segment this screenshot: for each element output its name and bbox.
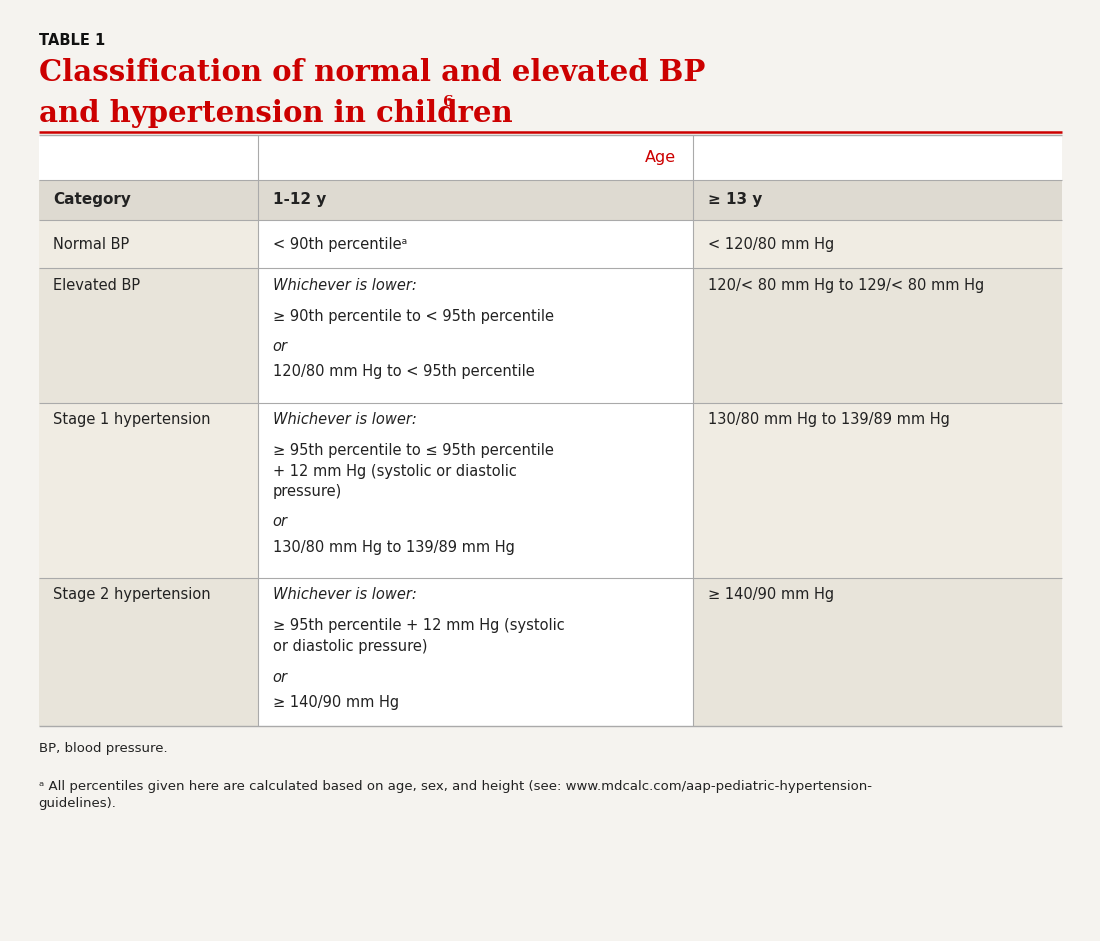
Text: Age: Age: [645, 150, 675, 165]
Text: 1-12 y: 1-12 y: [273, 193, 326, 207]
Bar: [693, 578, 1062, 726]
Text: ≥ 95th percentile to ≤ 95th percentile
+ 12 mm Hg (systolic or diastolic
pressur: ≥ 95th percentile to ≤ 95th percentile +…: [273, 443, 553, 499]
Text: Elevated BP: Elevated BP: [53, 278, 140, 293]
Bar: [693, 220, 1062, 268]
Text: 130/80 mm Hg to 139/89 mm Hg: 130/80 mm Hg to 139/89 mm Hg: [273, 540, 515, 555]
Text: or: or: [273, 514, 288, 529]
Text: Whichever is lower:: Whichever is lower:: [273, 587, 417, 602]
Text: 6: 6: [443, 95, 454, 109]
Text: Classification of normal and elevated BP: Classification of normal and elevated BP: [39, 58, 705, 88]
Text: or: or: [273, 339, 288, 354]
Text: BP, blood pressure.: BP, blood pressure.: [39, 742, 167, 756]
Bar: [258, 403, 693, 578]
Text: TABLE 1: TABLE 1: [39, 33, 104, 48]
Bar: [693, 268, 1062, 403]
Text: or: or: [273, 670, 288, 685]
Text: and hypertension in children: and hypertension in children: [39, 99, 513, 128]
Text: ≥ 95th percentile + 12 mm Hg (systolic
or diastolic pressure): ≥ 95th percentile + 12 mm Hg (systolic o…: [273, 618, 564, 654]
Text: < 120/80 mm Hg: < 120/80 mm Hg: [707, 237, 834, 251]
Text: ᵃ All percentiles given here are calculated based on age, sex, and height (see: : ᵃ All percentiles given here are calcula…: [39, 780, 871, 810]
Bar: [39, 135, 1062, 180]
Text: ≥ 140/90 mm Hg: ≥ 140/90 mm Hg: [273, 695, 399, 710]
Text: Stage 1 hypertension: Stage 1 hypertension: [53, 412, 210, 427]
Text: Stage 2 hypertension: Stage 2 hypertension: [53, 587, 210, 602]
Bar: [258, 220, 693, 268]
Text: ≥ 13 y: ≥ 13 y: [707, 193, 762, 207]
Bar: [693, 403, 1062, 578]
Text: 120/80 mm Hg to < 95th percentile: 120/80 mm Hg to < 95th percentile: [273, 364, 535, 379]
Bar: [39, 578, 258, 726]
Bar: [258, 268, 693, 403]
Bar: [39, 403, 258, 578]
Text: Whichever is lower:: Whichever is lower:: [273, 412, 417, 427]
Bar: [258, 578, 693, 726]
Text: 130/80 mm Hg to 139/89 mm Hg: 130/80 mm Hg to 139/89 mm Hg: [707, 412, 949, 427]
Bar: [39, 220, 258, 268]
Text: ≥ 140/90 mm Hg: ≥ 140/90 mm Hg: [707, 587, 834, 602]
Bar: [39, 180, 1062, 220]
Text: ≥ 90th percentile to < 95th percentile: ≥ 90th percentile to < 95th percentile: [273, 309, 553, 324]
Text: < 90th percentileᵃ: < 90th percentileᵃ: [273, 237, 407, 251]
Text: Whichever is lower:: Whichever is lower:: [273, 278, 417, 293]
Text: Normal BP: Normal BP: [53, 237, 129, 251]
Text: Category: Category: [53, 193, 131, 207]
Bar: [39, 268, 258, 403]
Text: 120/< 80 mm Hg to 129/< 80 mm Hg: 120/< 80 mm Hg to 129/< 80 mm Hg: [707, 278, 983, 293]
